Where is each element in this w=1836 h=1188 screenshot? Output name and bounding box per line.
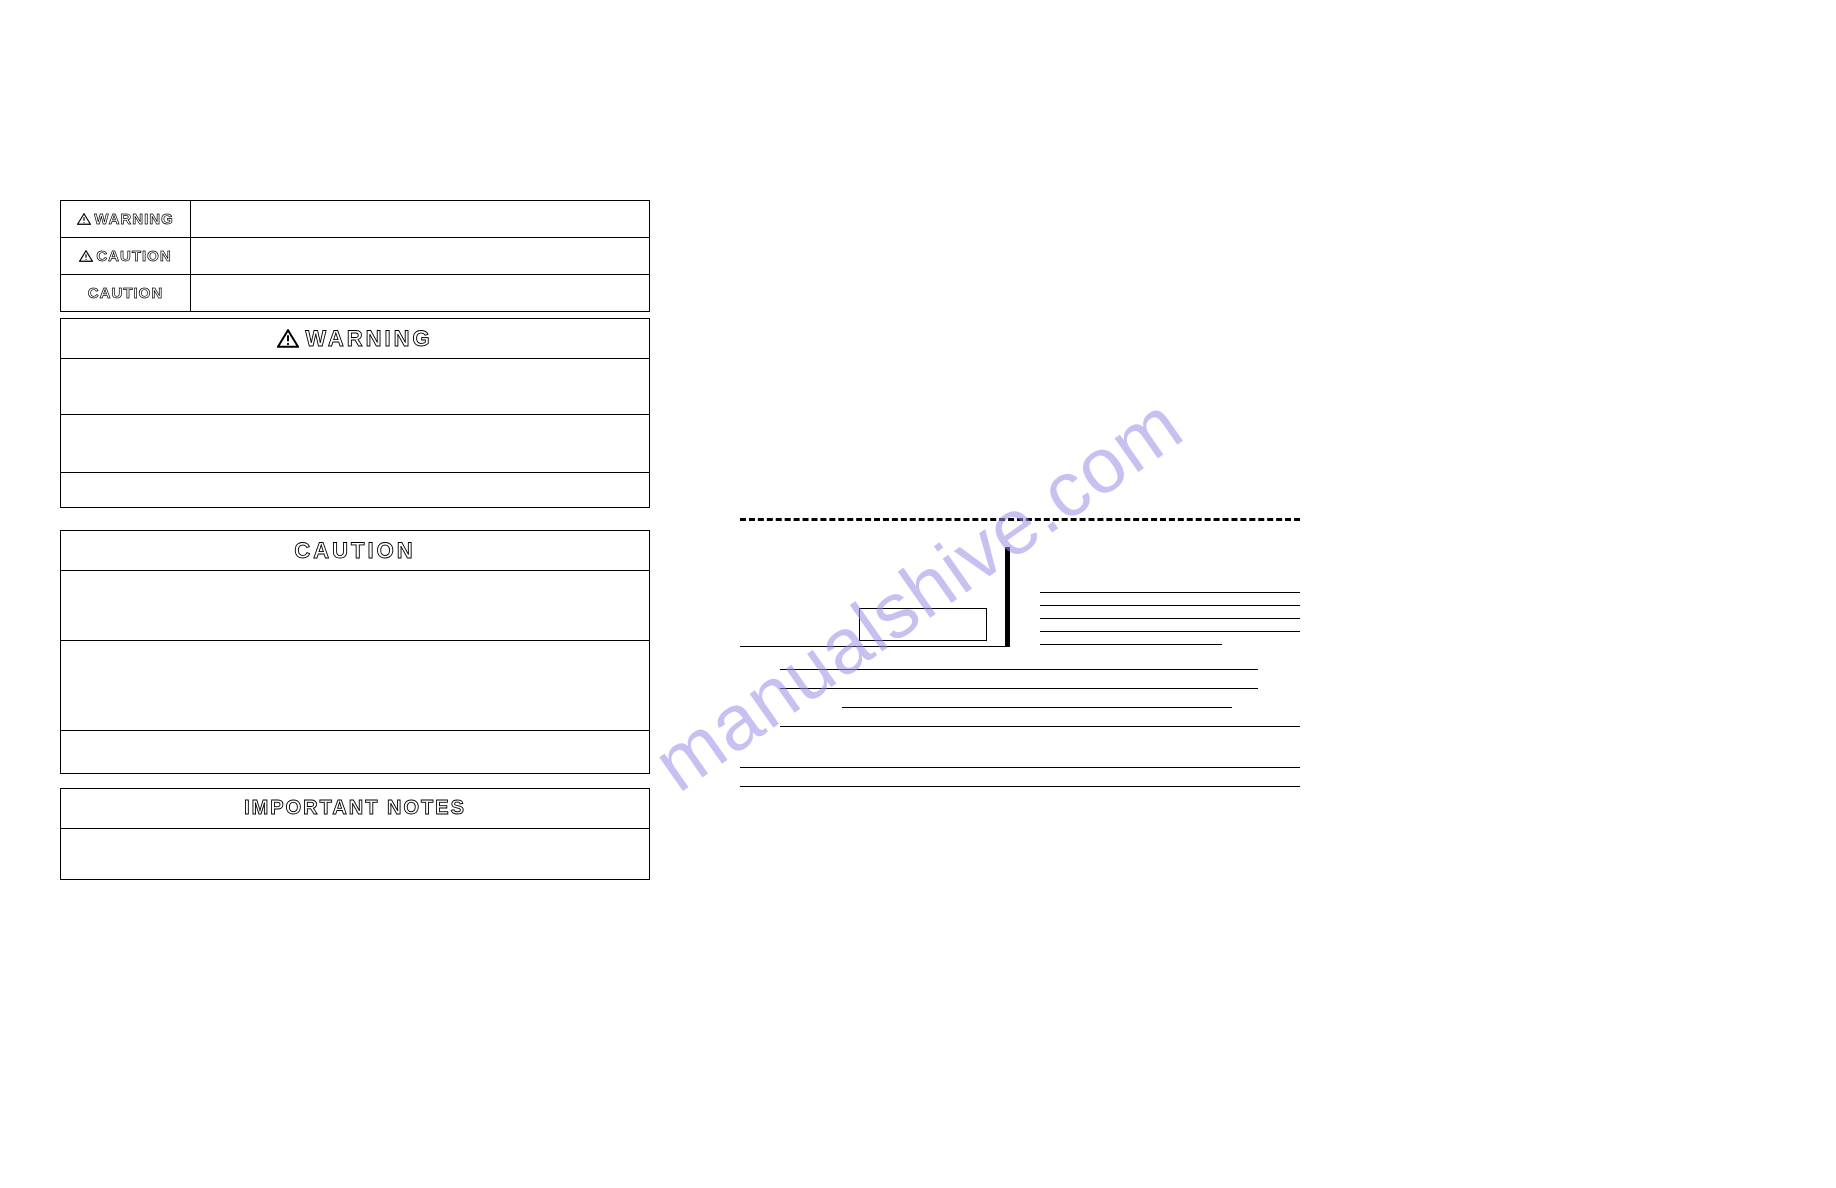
form-top-right bbox=[1010, 535, 1300, 647]
legend-label-caution1: CAUTION bbox=[61, 238, 191, 275]
spacer bbox=[60, 774, 650, 788]
table-row: WARNING bbox=[61, 201, 650, 238]
caution-row bbox=[61, 641, 649, 731]
left-panel: WARNING CAUTION CAUTION bbox=[60, 200, 650, 880]
form-line bbox=[1040, 618, 1300, 619]
legend-label-caution2: CAUTION bbox=[61, 275, 191, 312]
form-line bbox=[780, 726, 1300, 727]
legend-label-warning: WARNING bbox=[61, 201, 191, 238]
triangle-icon bbox=[277, 329, 299, 348]
warning-row bbox=[61, 359, 649, 415]
safety-legend-table: WARNING CAUTION CAUTION bbox=[60, 200, 650, 312]
caution-row bbox=[61, 731, 649, 773]
triangle-icon bbox=[77, 213, 91, 225]
perforation-line bbox=[740, 518, 1300, 521]
legend-desc bbox=[191, 238, 650, 275]
heading-text: CAUTION bbox=[294, 538, 415, 564]
caution-section: CAUTION bbox=[60, 530, 650, 774]
legend-desc bbox=[191, 275, 650, 312]
spacer bbox=[60, 508, 650, 530]
table-row: CAUTION bbox=[61, 238, 650, 275]
caution-heading: CAUTION bbox=[61, 531, 649, 571]
form-line bbox=[842, 707, 1232, 708]
form-line bbox=[1040, 631, 1300, 632]
heading-text: IMPORTANT NOTES bbox=[244, 797, 466, 820]
form-bot-lines bbox=[740, 767, 1300, 787]
form-top bbox=[740, 535, 1300, 647]
notes-row bbox=[61, 829, 649, 879]
caution-row bbox=[61, 571, 649, 641]
tearoff-form bbox=[740, 518, 1300, 805]
stamp-box bbox=[859, 608, 987, 641]
form-line bbox=[780, 669, 1258, 670]
heading-text: WARNING bbox=[305, 326, 432, 352]
legend-label: CAUTION bbox=[96, 248, 171, 265]
notes-heading: IMPORTANT NOTES bbox=[61, 789, 649, 829]
warning-row bbox=[61, 415, 649, 473]
form-mid-lines bbox=[740, 669, 1300, 727]
notes-section: IMPORTANT NOTES bbox=[60, 788, 650, 880]
warning-heading: WARNING bbox=[61, 319, 649, 359]
form-line bbox=[780, 688, 1258, 689]
warning-row bbox=[61, 473, 649, 507]
legend-label: WARNING bbox=[94, 211, 174, 228]
form-line bbox=[1040, 592, 1300, 593]
form-line bbox=[740, 786, 1300, 787]
table-row: CAUTION bbox=[61, 275, 650, 312]
form-top-left bbox=[740, 535, 1005, 647]
legend-label: CAUTION bbox=[88, 285, 163, 302]
triangle-icon bbox=[79, 250, 93, 262]
legend-desc bbox=[191, 201, 650, 238]
warning-section: WARNING bbox=[60, 318, 650, 508]
form-line bbox=[1040, 644, 1222, 645]
form-line bbox=[740, 767, 1300, 768]
form-line bbox=[1040, 605, 1300, 606]
